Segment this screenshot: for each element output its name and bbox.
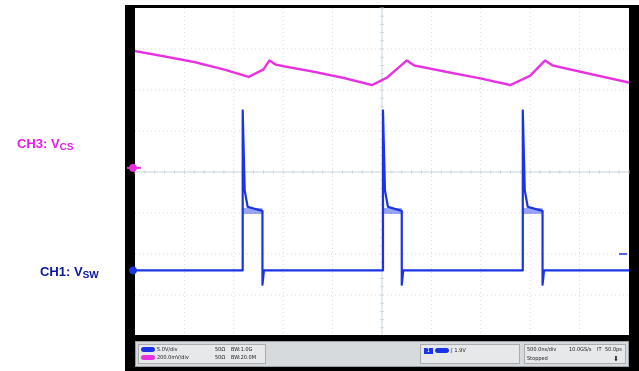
run-state-icon: ⬇ [613,355,619,363]
trigger-readout-box: 1 ∫ 1.9V [420,344,520,364]
acq-mode: IT [597,347,602,353]
time-resolution: 50.0ps [605,347,622,353]
timebase-readout-box: 500.0ns/div 10.0GS/s IT 50.0ps Stopped ⬇ [524,344,626,364]
ch1-impedance: 50Ω [215,347,226,353]
ch1-scale: 5.0V/div [141,347,178,353]
time-per-div: 500.0ns/div [527,347,557,353]
ch3-label-sub: CS [59,142,74,153]
oscilloscope-screen: 5.0V/div 50Ω BW:1.0G 200.0mV/div 50Ω BW:… [125,5,639,371]
ch3-swatch [141,355,155,360]
ch3-trace [134,49,630,87]
sample-rate: 10.0GS/s [569,347,592,353]
channel-readout-box: 5.0V/div 50Ω BW:1.0G 200.0mV/div 50Ω BW:… [138,344,266,364]
ch3-scale: 200.0mV/div [141,355,189,361]
trigger-level: 1.9V [454,348,466,354]
status-bar: 5.0V/div 50Ω BW:1.0G 200.0mV/div 50Ω BW:… [135,341,629,367]
trigger-swatch [434,348,449,353]
ch1-plateau-noise [382,207,402,214]
ch1-plateau-noise [522,207,543,214]
waveform-plot [127,7,630,335]
ch3-label-prefix: CH3: V [17,136,60,151]
acq-state: Stopped [527,356,548,362]
ch1-plateau-noise [242,207,263,214]
ch3-bandwidth: BW:20.0M [231,355,257,361]
ch1-swatch [141,347,155,352]
trigger-slope-icon: ∫ [450,348,453,354]
trigger-readout: 1 ∫ 1.9V [424,348,466,354]
ch3-impedance: 50Ω [215,355,226,361]
ch1-label-sub: SW [82,270,99,281]
ch1-label: CH1: VSW [40,264,99,281]
ch3-label: CH3: VCS [17,136,74,153]
ch1-label-prefix: CH1: V [40,264,83,279]
ch1-ground-marker [129,266,137,275]
ch1-bandwidth: BW:1.0G [231,347,253,353]
ch3-scale-value: 200.0mV/div [157,355,189,361]
ch1-scale-value: 5.0V/div [157,347,178,353]
trigger-source-badge: 1 [424,348,433,354]
ch1-trace [135,109,629,286]
